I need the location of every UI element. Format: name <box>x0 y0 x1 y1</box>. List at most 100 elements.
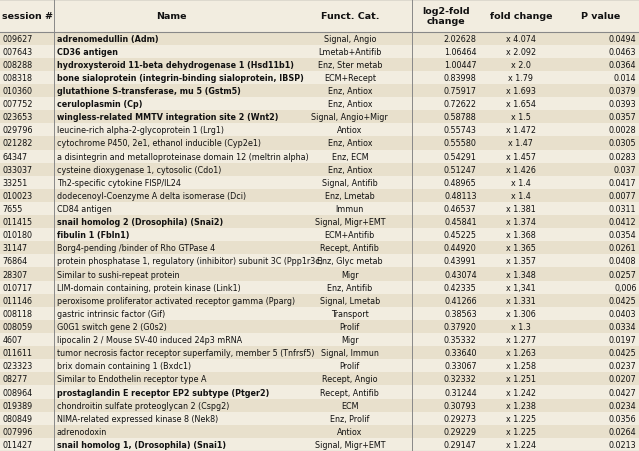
Text: 0.0305: 0.0305 <box>609 139 636 148</box>
Text: adrenomedullin (Adm): adrenomedullin (Adm) <box>57 35 158 43</box>
Text: Funct. Cat.: Funct. Cat. <box>321 12 379 21</box>
Text: hydroxysteroid 11-beta dehydrogenase 1 (Hsd11b1): hydroxysteroid 11-beta dehydrogenase 1 (… <box>57 61 294 69</box>
Text: 0.0379: 0.0379 <box>609 87 636 96</box>
Text: protein phosphatase 1, regulatory (inhibitor) subunit 3C (Ppp1r3c): protein phosphatase 1, regulatory (inhib… <box>57 257 323 266</box>
Text: 0.0364: 0.0364 <box>609 61 636 69</box>
Text: P value: P value <box>581 12 620 21</box>
Bar <box>0 359 639 373</box>
Text: x 1.263: x 1.263 <box>506 349 535 357</box>
Text: Enz, Antiox: Enz, Antiox <box>328 100 372 109</box>
Text: fibulin 1 (Fbln1): fibulin 1 (Fbln1) <box>57 231 129 239</box>
Text: Signal, Migr+EMT: Signal, Migr+EMT <box>314 440 385 449</box>
Text: snail homolog 1, (Drosophila) (Snai1): snail homolog 1, (Drosophila) (Snai1) <box>57 440 226 449</box>
Text: Enz, Antiox: Enz, Antiox <box>328 166 372 174</box>
Text: a disintegrin and metalloproteinase domain 12 (meltrin alpha): a disintegrin and metalloproteinase doma… <box>57 152 309 161</box>
Bar <box>0 46 639 59</box>
Text: x 1.5: x 1.5 <box>511 113 531 122</box>
Text: LIM-domain containing, protein kinase (Link1): LIM-domain containing, protein kinase (L… <box>57 283 241 292</box>
Text: bone sialoprotein (integrin-binding sialoprotein, IBSP): bone sialoprotein (integrin-binding sial… <box>57 74 304 83</box>
Text: 0.0354: 0.0354 <box>609 231 636 239</box>
Text: wingless-related MMTV integration site 2 (Wnt2): wingless-related MMTV integration site 2… <box>57 113 279 122</box>
Text: x 1.225: x 1.225 <box>505 414 536 423</box>
Text: Transport: Transport <box>331 309 369 318</box>
Text: 010023: 010023 <box>3 192 33 200</box>
Text: Enz, Lmetab: Enz, Lmetab <box>325 192 374 200</box>
Text: 008318: 008318 <box>3 74 33 83</box>
Text: x 4.074: x 4.074 <box>506 35 535 43</box>
Text: 0.0425: 0.0425 <box>609 349 636 357</box>
Text: 64347: 64347 <box>3 152 27 161</box>
Text: 011427: 011427 <box>3 440 33 449</box>
Bar <box>0 98 639 111</box>
Text: 010717: 010717 <box>3 283 33 292</box>
Text: x 1.306: x 1.306 <box>506 309 535 318</box>
Text: 007752: 007752 <box>3 100 33 109</box>
Text: x 1.357: x 1.357 <box>506 257 535 266</box>
Text: 0.0261: 0.0261 <box>609 244 636 253</box>
Text: 0.38563: 0.38563 <box>444 309 477 318</box>
Text: Borg4-pending /binder of Rho GTPase 4: Borg4-pending /binder of Rho GTPase 4 <box>57 244 215 253</box>
Text: 0.037: 0.037 <box>614 166 636 174</box>
Text: 0.72622: 0.72622 <box>443 100 477 109</box>
Text: 0.83998: 0.83998 <box>444 74 477 83</box>
Text: Recept, Angio: Recept, Angio <box>322 375 378 383</box>
Text: 0.42335: 0.42335 <box>444 283 477 292</box>
Text: 0.0207: 0.0207 <box>609 375 636 383</box>
Bar <box>0 189 639 202</box>
Text: Th2-specific cytokine FISP/IL24: Th2-specific cytokine FISP/IL24 <box>57 179 181 187</box>
Bar <box>0 438 639 451</box>
Text: x 1.472: x 1.472 <box>506 126 535 135</box>
Text: peroxisome proliferator activated receptor gamma (Pparg): peroxisome proliferator activated recept… <box>57 296 295 305</box>
Text: 080849: 080849 <box>3 414 33 423</box>
Text: chondroitin sulfate proteoglycan 2 (Cspg2): chondroitin sulfate proteoglycan 2 (Cspg… <box>57 401 229 410</box>
Text: 0.0494: 0.0494 <box>609 35 636 43</box>
Text: Prolif: Prolif <box>340 322 360 331</box>
Text: x 1.654: x 1.654 <box>506 100 535 109</box>
Bar <box>0 333 639 346</box>
Text: 010180: 010180 <box>3 231 33 239</box>
Text: 0.29273: 0.29273 <box>443 414 477 423</box>
Text: Enz, Antiox: Enz, Antiox <box>328 139 372 148</box>
Text: 008118: 008118 <box>3 309 33 318</box>
Text: 021282: 021282 <box>3 139 33 148</box>
Text: Similar to sushi-repeat protein: Similar to sushi-repeat protein <box>57 270 180 279</box>
Text: Migr: Migr <box>341 336 358 344</box>
Text: 011146: 011146 <box>3 296 33 305</box>
Text: Signal, Lmetab: Signal, Lmetab <box>320 296 380 305</box>
Text: NIMA-related expressed kinase 8 (Nek8): NIMA-related expressed kinase 8 (Nek8) <box>57 414 218 423</box>
Text: 0.0463: 0.0463 <box>609 48 636 56</box>
Text: ceruloplasmin (Cp): ceruloplasmin (Cp) <box>57 100 142 109</box>
Bar <box>0 399 639 412</box>
Text: 0.0393: 0.0393 <box>609 100 636 109</box>
Text: CD36 antigen: CD36 antigen <box>57 48 118 56</box>
Text: Name: Name <box>156 12 186 21</box>
Text: 009627: 009627 <box>3 35 33 43</box>
Bar <box>0 373 639 386</box>
Text: Signal, Antifib: Signal, Antifib <box>322 179 378 187</box>
Text: ECM+Antifib: ECM+Antifib <box>325 231 375 239</box>
Text: x 1.365: x 1.365 <box>506 244 535 253</box>
Text: x 1.238: x 1.238 <box>506 401 535 410</box>
Text: glutathione S-transferase, mu 5 (Gstm5): glutathione S-transferase, mu 5 (Gstm5) <box>57 87 241 96</box>
Bar <box>0 59 639 72</box>
Text: dodecenoyl-Coenzyme A delta isomerase (Dci): dodecenoyl-Coenzyme A delta isomerase (D… <box>57 192 246 200</box>
Bar <box>0 386 639 399</box>
Text: 0.54291: 0.54291 <box>444 152 477 161</box>
Text: 0.0425: 0.0425 <box>609 296 636 305</box>
Text: 029796: 029796 <box>3 126 33 135</box>
Text: x 1.4: x 1.4 <box>511 192 530 200</box>
Text: 0.0412: 0.0412 <box>609 218 636 226</box>
Text: x 1.381: x 1.381 <box>506 205 535 213</box>
Text: 0.0403: 0.0403 <box>609 309 636 318</box>
Text: x 1.277: x 1.277 <box>505 336 536 344</box>
Text: Signal, Immun: Signal, Immun <box>321 349 379 357</box>
Text: prostaglandin E receptor EP2 subtype (Ptger2): prostaglandin E receptor EP2 subtype (Pt… <box>57 388 269 396</box>
Text: 0.44920: 0.44920 <box>444 244 477 253</box>
Text: Enz, Ster metab: Enz, Ster metab <box>318 61 382 69</box>
Text: x 1.258: x 1.258 <box>506 362 535 370</box>
Text: 76864: 76864 <box>3 257 27 266</box>
Text: 08277: 08277 <box>3 375 28 383</box>
Text: Lmetab+Antifib: Lmetab+Antifib <box>318 48 381 56</box>
Text: 7655: 7655 <box>3 205 23 213</box>
Text: x 1.242: x 1.242 <box>506 388 535 396</box>
